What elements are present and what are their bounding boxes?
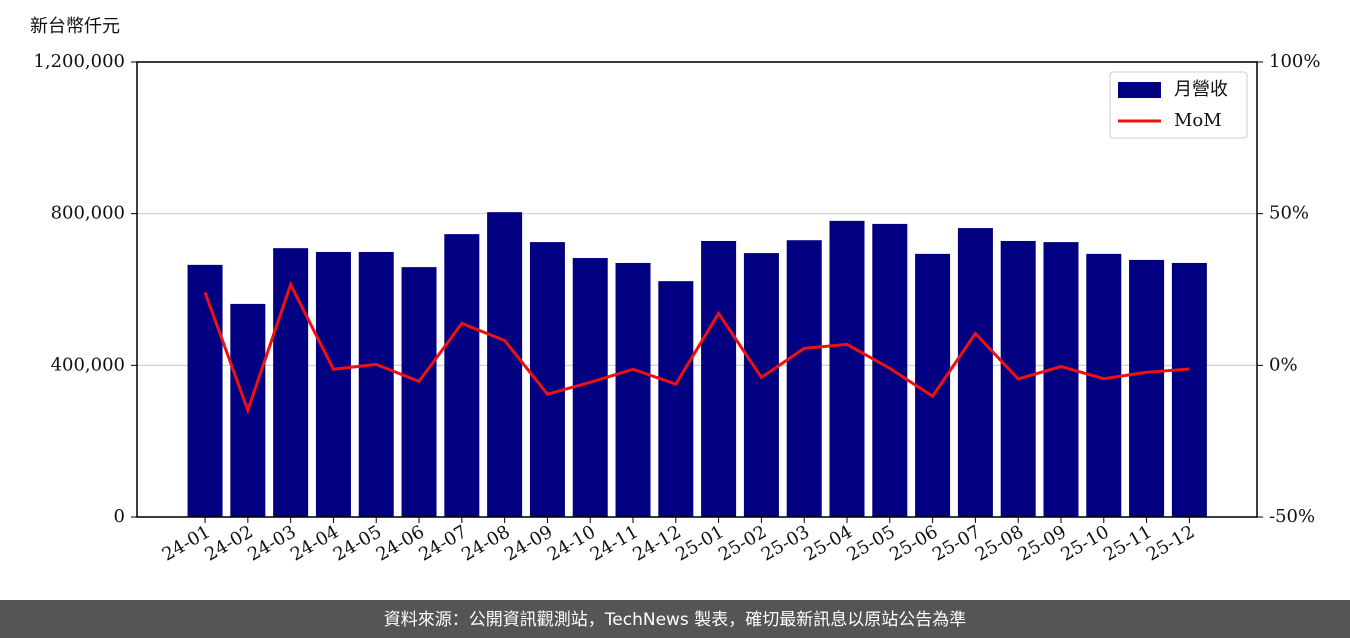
bar bbox=[658, 281, 694, 517]
footer-bar bbox=[0, 600, 1350, 638]
legend-label: MoM bbox=[1174, 110, 1222, 131]
y2-tick-label: 100% bbox=[1269, 51, 1320, 72]
bar bbox=[701, 240, 737, 517]
bar bbox=[358, 251, 394, 517]
y-axis-label: 新台幣仟元 bbox=[30, 16, 120, 37]
bar bbox=[1171, 262, 1207, 517]
line bbox=[203, 280, 1190, 415]
bar bbox=[401, 267, 437, 517]
bar bbox=[187, 264, 223, 517]
y-tick-label: 800,000 bbox=[51, 203, 125, 224]
bar bbox=[1086, 253, 1122, 517]
y2-tick-label: -50% bbox=[1269, 506, 1315, 527]
y2-tick-label: 50% bbox=[1269, 203, 1309, 224]
bar bbox=[829, 220, 865, 517]
bar bbox=[786, 240, 822, 518]
y-tick-label: 0 bbox=[114, 506, 125, 527]
bar bbox=[572, 258, 608, 517]
bar bbox=[743, 253, 779, 517]
bar bbox=[444, 234, 480, 517]
bar bbox=[315, 251, 351, 517]
bar bbox=[1043, 242, 1079, 517]
legend: 月營收 MoM bbox=[1109, 71, 1248, 139]
legend-swatch bbox=[1118, 82, 1161, 98]
bar bbox=[615, 262, 651, 517]
footer: 資料來源：公開資訊觀測站，TechNews 製表，確切最新訊息以原站公告為準 bbox=[384, 610, 966, 630]
bar bbox=[273, 248, 309, 517]
bar bbox=[1129, 259, 1165, 517]
bar bbox=[957, 228, 993, 517]
y-tick-label: 400,000 bbox=[51, 354, 125, 375]
legend-label: 月營收 bbox=[1174, 79, 1228, 100]
bar bbox=[872, 223, 908, 517]
y-tick-label: 1,200,000 bbox=[33, 51, 125, 72]
y2-tick-label: 0% bbox=[1269, 354, 1298, 375]
bar bbox=[915, 253, 951, 517]
plot-frame bbox=[136, 61, 1258, 518]
bar bbox=[487, 212, 523, 517]
